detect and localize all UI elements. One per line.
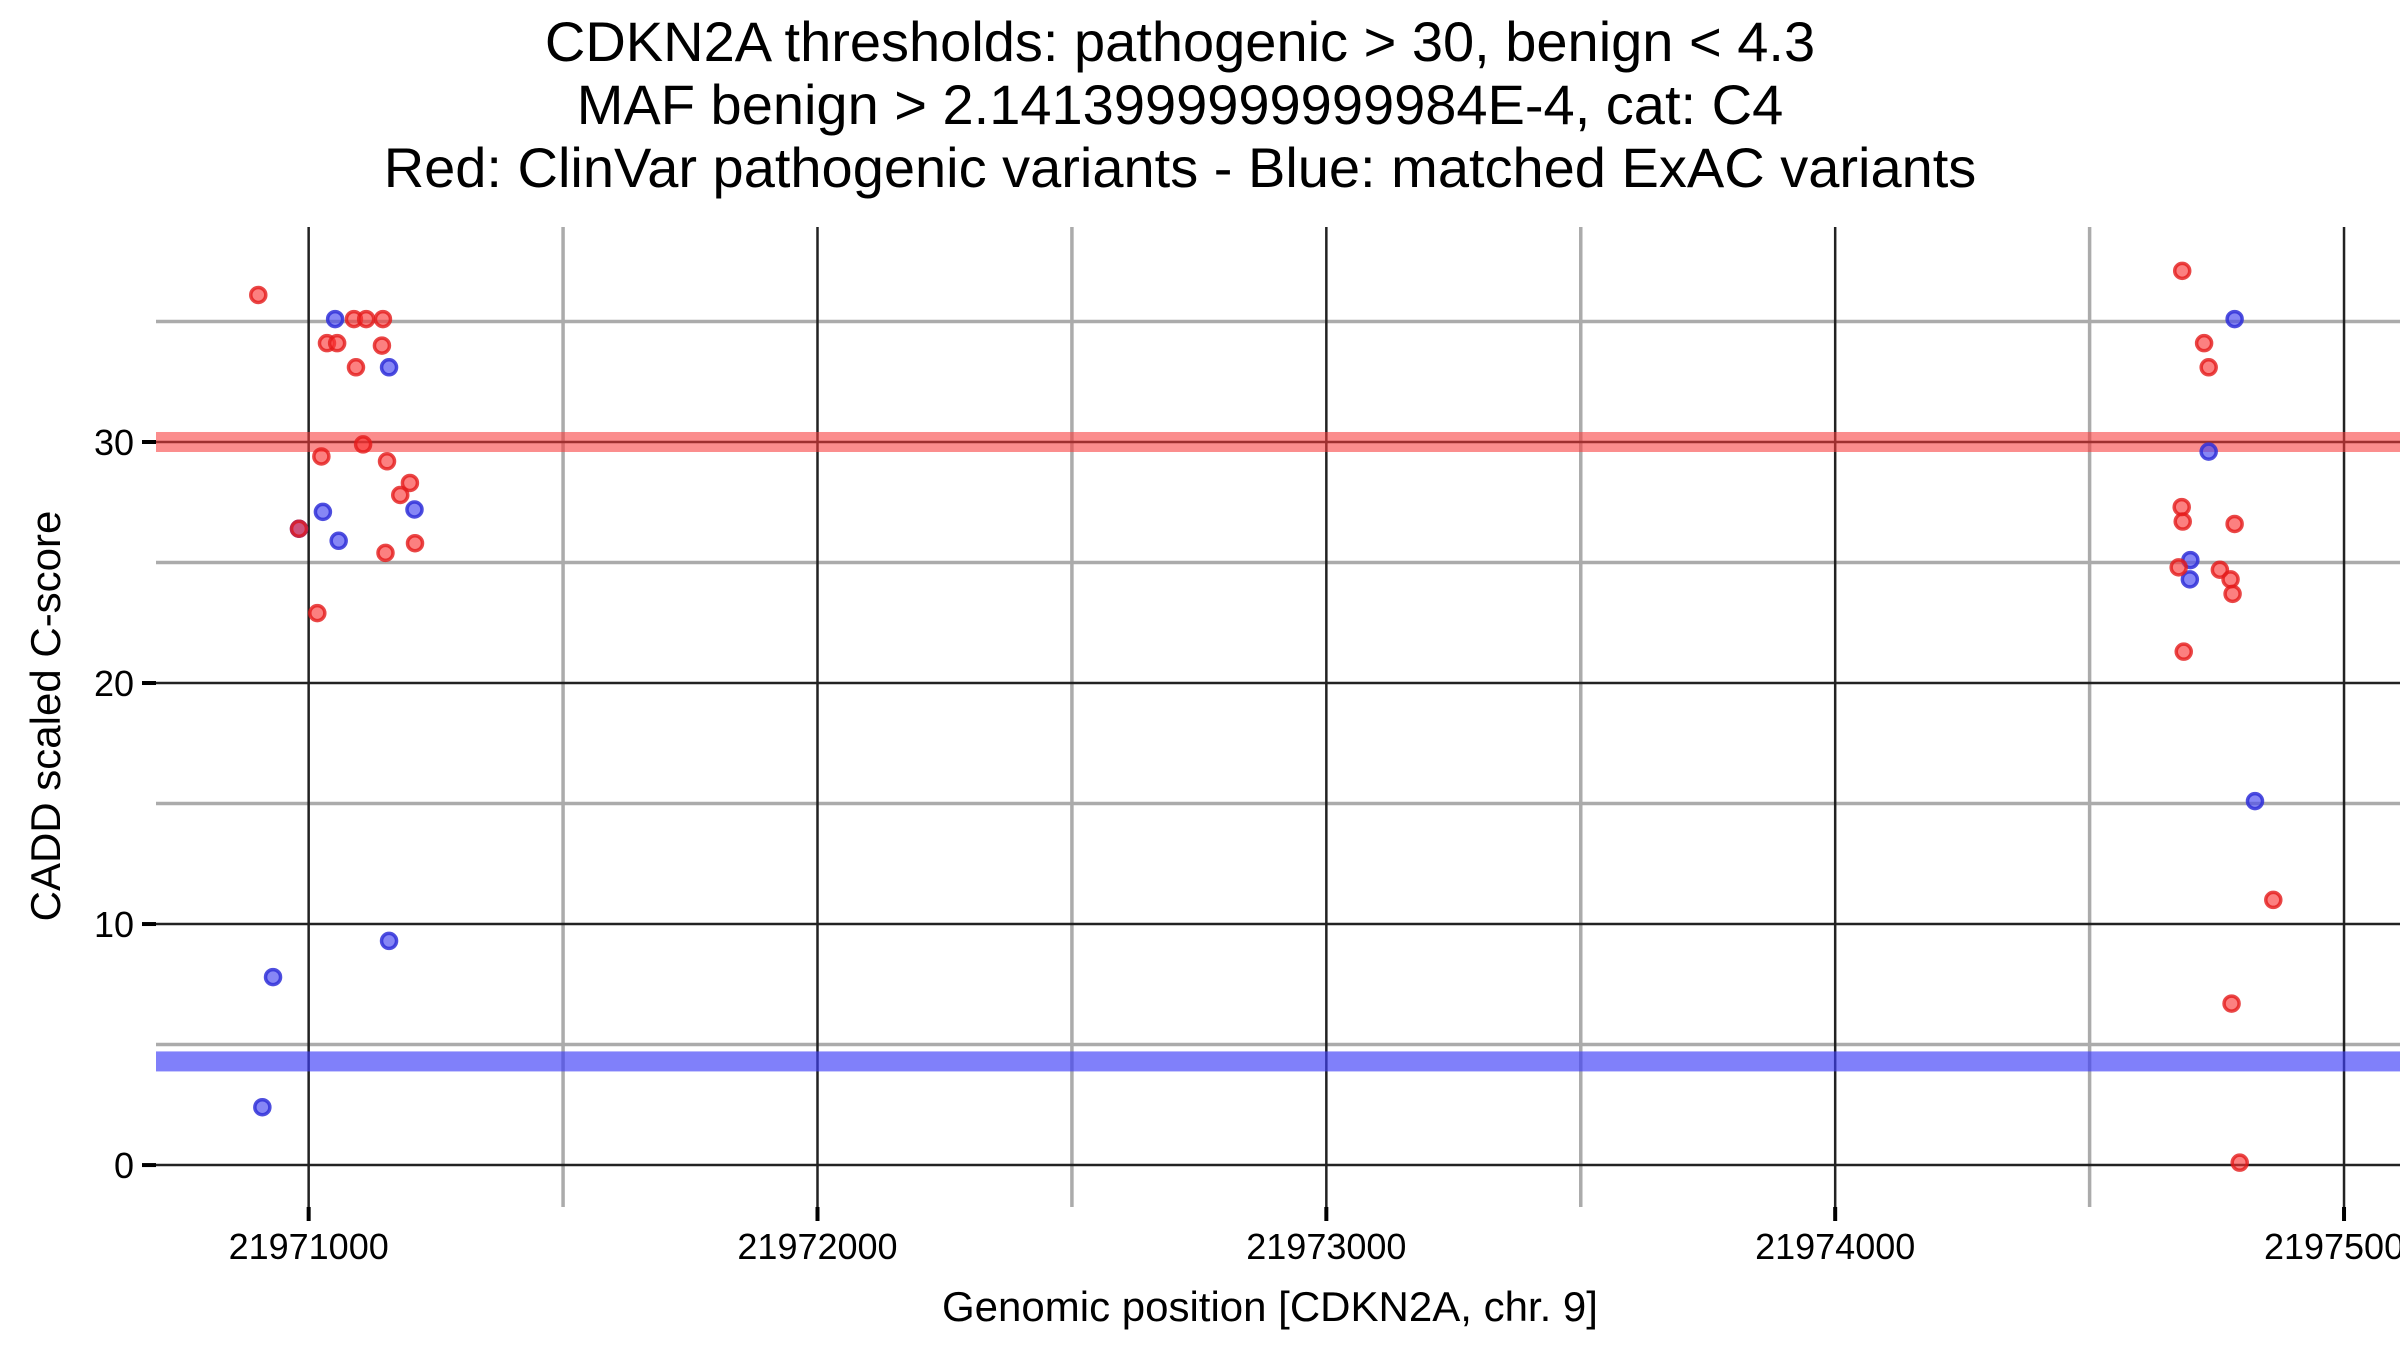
point-exac-matched xyxy=(379,358,399,377)
y-axis-label: CADD scaled C-score xyxy=(22,510,69,922)
y-tick-label: 10 xyxy=(94,904,134,945)
y-tick-label: 30 xyxy=(94,422,134,463)
point-clinvar-pathogenic xyxy=(2225,514,2244,534)
point-clinvar-pathogenic xyxy=(376,543,395,563)
point-exac-matched xyxy=(325,309,345,329)
chart-title-line-3: Red: ClinVar pathogenic variants - Blue:… xyxy=(383,136,1977,199)
point-clinvar-pathogenic xyxy=(2174,642,2193,661)
point-exac-matched xyxy=(329,531,348,551)
point-clinvar-pathogenic xyxy=(353,435,373,454)
point-clinvar-pathogenic xyxy=(2222,994,2241,1013)
point-clinvar-pathogenic xyxy=(373,309,393,329)
point-clinvar-pathogenic xyxy=(2264,890,2283,910)
pathogenic-threshold-band xyxy=(156,431,2400,452)
x-tick-label: 21975000 xyxy=(2264,1226,2400,1267)
x-axis-label: Genomic position [CDKN2A, chr. 9] xyxy=(942,1283,1598,1330)
point-exac-matched xyxy=(313,502,333,522)
point-clinvar-pathogenic xyxy=(372,336,392,355)
y-tick-label: 0 xyxy=(114,1145,134,1186)
x-tick-label: 21973000 xyxy=(1246,1226,1406,1267)
point-exac-matched xyxy=(2245,791,2265,811)
point-clinvar-pathogenic xyxy=(2172,497,2191,517)
chart-title: CDKN2A thresholds: pathogenic > 30, beni… xyxy=(0,10,2360,199)
point-clinvar-pathogenic xyxy=(2223,584,2242,604)
point-clinvar-pathogenic xyxy=(249,285,268,305)
point-exac-matched xyxy=(263,967,283,987)
point-clinvar-pathogenic xyxy=(2169,558,2188,577)
point-clinvar-pathogenic xyxy=(2221,570,2240,589)
point-clinvar-pathogenic xyxy=(2230,1153,2249,1172)
point-clinvar-pathogenic xyxy=(308,603,327,623)
benign-threshold-band xyxy=(156,1051,2400,1072)
point-exac-matched xyxy=(253,1097,272,1117)
point-clinvar-pathogenic xyxy=(327,333,347,353)
point-exac-matched xyxy=(379,931,399,951)
point-clinvar-pathogenic xyxy=(289,519,309,539)
point-clinvar-pathogenic xyxy=(2194,333,2214,353)
x-tick-label: 21971000 xyxy=(229,1226,389,1267)
point-clinvar-pathogenic xyxy=(2199,358,2218,377)
point-clinvar-pathogenic xyxy=(346,358,366,377)
point-clinvar-pathogenic xyxy=(312,447,331,466)
point-clinvar-pathogenic xyxy=(2173,512,2192,531)
point-clinvar-pathogenic xyxy=(377,452,397,471)
y-tick-label: 20 xyxy=(94,663,134,704)
x-tick-label: 21974000 xyxy=(1755,1226,1915,1267)
chart-title-line-1: CDKN2A thresholds: pathogenic > 30, beni… xyxy=(544,10,1816,73)
point-clinvar-pathogenic xyxy=(356,309,376,329)
chart-title-line-2: MAF benign > 2.1413999999999984E-4, cat:… xyxy=(576,73,1784,136)
point-clinvar-pathogenic xyxy=(405,533,425,553)
point-exac-matched xyxy=(2225,309,2244,329)
point-exac-matched xyxy=(2199,442,2218,461)
point-clinvar-pathogenic xyxy=(400,473,420,493)
point-clinvar-pathogenic xyxy=(390,485,410,505)
point-clinvar-pathogenic xyxy=(2172,261,2192,281)
x-tick-label: 21972000 xyxy=(737,1226,897,1267)
point-exac-matched xyxy=(405,500,424,519)
point-exac-matched xyxy=(2180,570,2200,589)
